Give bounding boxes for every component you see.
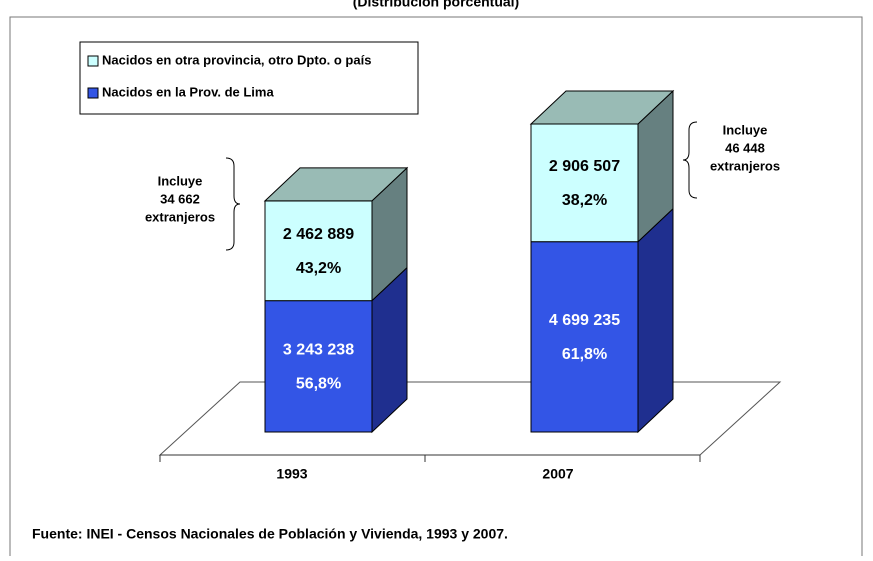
- legend: [79, 41, 419, 115]
- share-label: 56,8%: [296, 376, 341, 393]
- annotation: extranjeros: [145, 209, 215, 224]
- x-tick-label: 2007: [542, 466, 573, 482]
- annotation: 34 662: [160, 191, 200, 206]
- value-label: 4 699 235: [549, 312, 620, 329]
- floor: [158, 381, 782, 456]
- legend-swatch: [87, 87, 99, 99]
- source: Fuente: INEI - Censos Nacionales de Pobl…: [32, 526, 508, 542]
- share-label: 43,2%: [296, 260, 341, 277]
- bar-segment: [264, 300, 373, 433]
- bar-side: [637, 207, 674, 434]
- bar-segment: [530, 123, 639, 243]
- share-label: 61,8%: [562, 346, 607, 363]
- annotation: extranjeros: [710, 158, 780, 173]
- brace: [225, 157, 241, 251]
- chart-subtitle: (Distribución porcentual): [353, 0, 519, 10]
- annotation: Incluye: [158, 173, 203, 188]
- legend-label: Nacidos en la Prov. de Lima: [102, 84, 274, 99]
- bar-segment: [264, 200, 373, 302]
- x-tick-label: 1993: [276, 466, 307, 482]
- annotation: 46 448: [725, 140, 765, 155]
- brace: [682, 121, 698, 199]
- share-label: 38,2%: [562, 192, 607, 209]
- value-label: 2 462 889: [283, 226, 354, 243]
- legend-label: Nacidos en otra provincia, otro Dpto. o …: [102, 52, 371, 67]
- frame: [9, 16, 863, 561]
- bar-top: [529, 90, 675, 125]
- bar-top: [263, 167, 409, 202]
- annotation: Incluye: [723, 122, 768, 137]
- value-label: 2 906 507: [549, 158, 620, 175]
- value-label: 3 243 238: [283, 342, 354, 359]
- legend-swatch: [87, 55, 99, 67]
- bar-segment: [530, 241, 639, 433]
